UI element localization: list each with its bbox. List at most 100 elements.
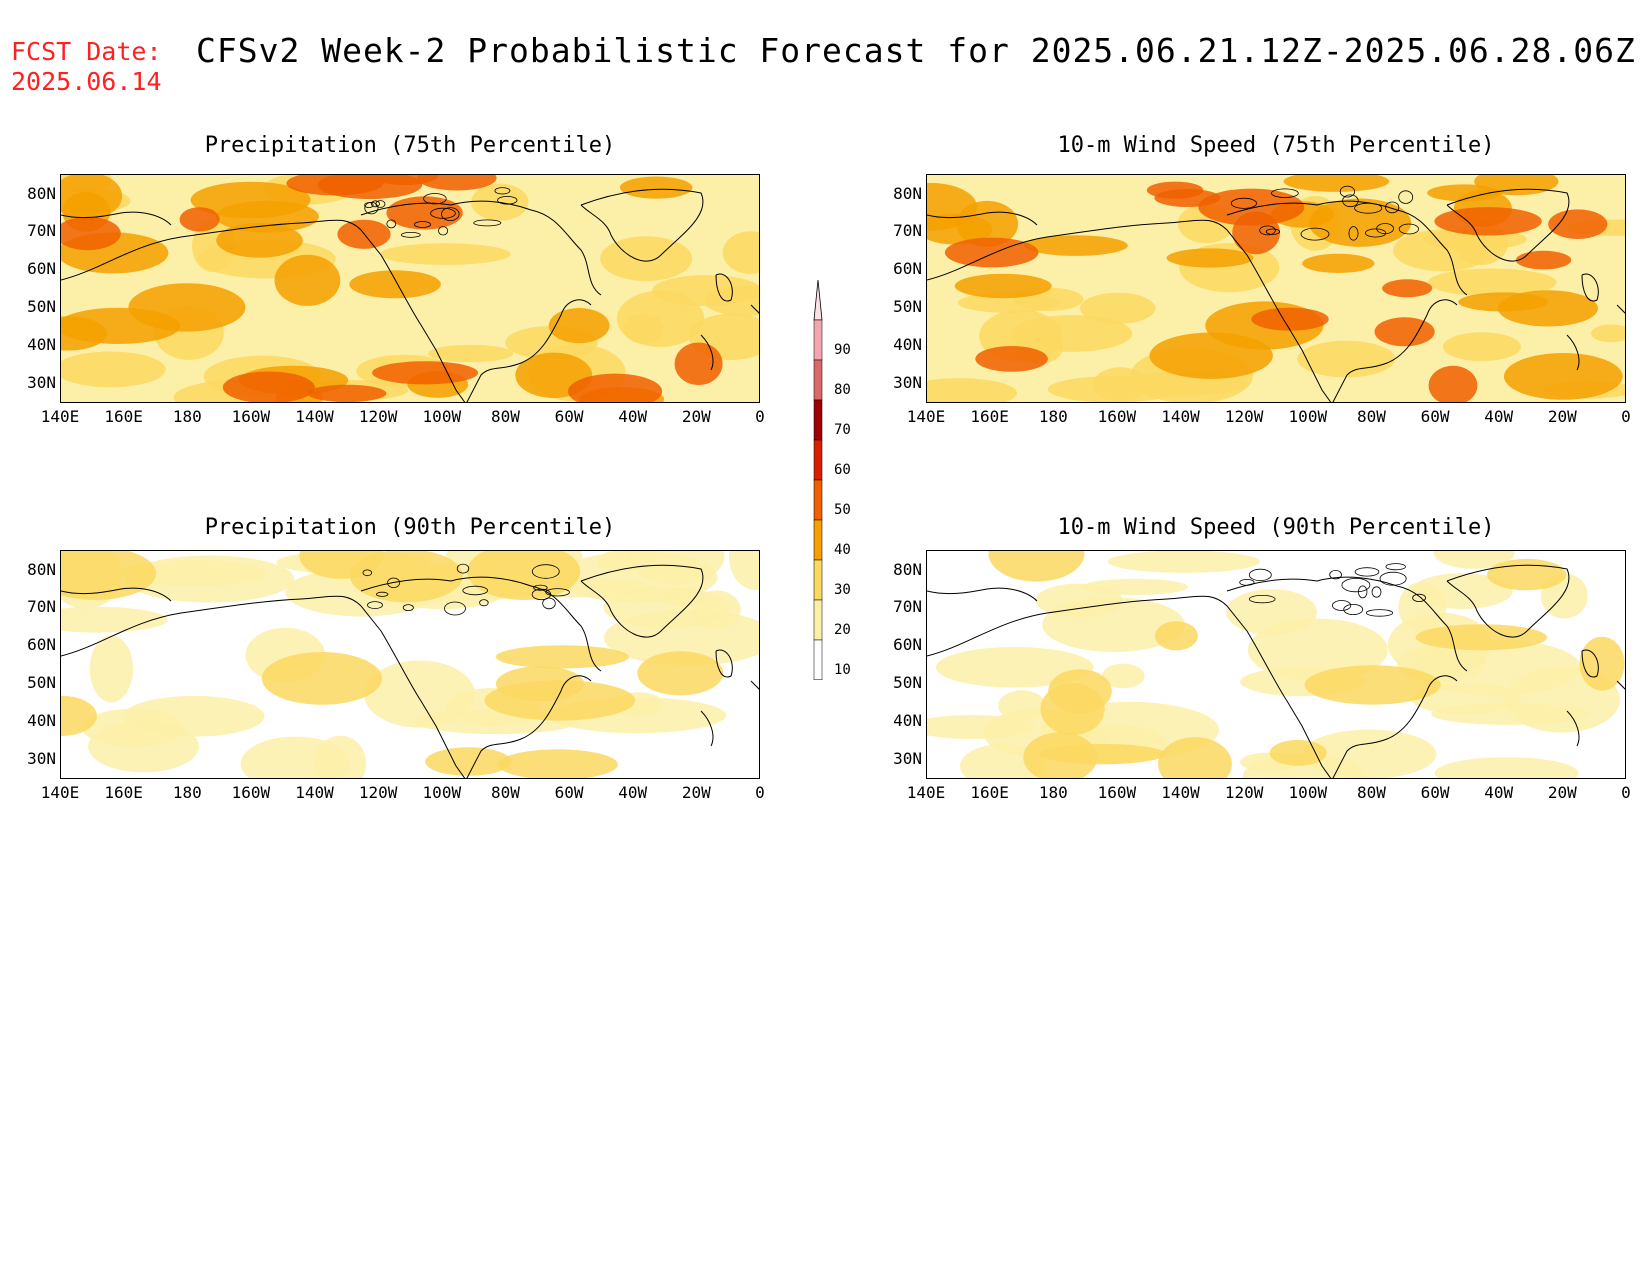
lat-tick-label: 40N	[27, 335, 56, 354]
lon-tick-label: 80W	[491, 783, 520, 802]
island-outline	[1398, 190, 1414, 204]
probability-area	[349, 270, 441, 299]
colorbar-level-label: 40	[834, 542, 851, 558]
island-outline	[456, 563, 470, 574]
page-title: CFSv2 Week-2 Probabilistic Forecast for …	[196, 31, 1636, 70]
probability-area	[274, 254, 341, 306]
lon-tick-label: 160E	[104, 783, 143, 802]
coastline	[1566, 334, 1580, 371]
probability-area	[674, 342, 723, 386]
probability-area	[548, 308, 610, 344]
probability-area	[600, 236, 693, 282]
island-outline	[1398, 223, 1419, 235]
probability-area	[565, 213, 742, 235]
colorbar-swatch	[813, 639, 823, 680]
lon-tick-label: 0	[1621, 783, 1631, 802]
island-outline	[364, 201, 379, 215]
lon-tick-label: 140E	[906, 407, 946, 426]
lon-tick-label: 180	[172, 407, 202, 426]
island-outline	[423, 193, 447, 205]
coastline	[1581, 273, 1599, 302]
colorbar-swatch	[813, 319, 823, 361]
island-outline	[1239, 578, 1255, 586]
island-outline	[1329, 570, 1342, 580]
lon-tick-label: 60W	[554, 783, 584, 802]
lat-tick-label: 50N	[893, 673, 922, 692]
colorbar-swatch	[813, 439, 823, 481]
island-outline	[1342, 194, 1359, 208]
lon-tick-label: 0	[1621, 407, 1631, 426]
probability-area	[1415, 624, 1548, 651]
island-outline	[1371, 586, 1382, 598]
lat-tick-label: 70N	[893, 221, 922, 240]
colorbar-level-label: 10	[834, 662, 851, 678]
colorbar-level-label: 30	[834, 582, 851, 598]
probability-area	[1297, 340, 1395, 378]
map-precip-75-field	[61, 175, 759, 402]
island-outline	[1331, 600, 1352, 611]
forecast-date-label: FCST Date: 2025.06.14	[11, 37, 162, 96]
lon-tick-label: 140W	[295, 407, 334, 426]
probability-area	[61, 175, 123, 220]
island-outline	[1248, 594, 1276, 604]
island-outline	[1354, 567, 1380, 577]
island-outline	[376, 591, 389, 597]
island-outline	[400, 232, 421, 238]
lon-tick-label: 120W	[1224, 407, 1264, 426]
probability-area	[1107, 551, 1260, 573]
coastline	[700, 334, 714, 371]
lon-tick-label: 0	[755, 783, 765, 802]
probability-area	[1154, 189, 1221, 207]
map-wind-75-field	[927, 175, 1625, 402]
probability-area	[927, 378, 1017, 402]
lat-tick-label: 40N	[27, 711, 56, 730]
probability-area	[1232, 211, 1280, 255]
colorbar-top-arrow	[813, 280, 823, 321]
lon-tick-label: 160E	[104, 407, 143, 426]
coastline	[927, 587, 1038, 602]
coastline	[1581, 649, 1599, 678]
colorbar-swatch	[813, 479, 823, 521]
probability-area	[1154, 621, 1198, 651]
probability-area	[957, 292, 1060, 313]
map-precip-90-field	[61, 551, 759, 778]
coastline	[61, 587, 172, 602]
probability-area	[1048, 669, 1112, 714]
probability-area	[1515, 250, 1572, 270]
island-outline	[1385, 563, 1406, 571]
island-outline	[444, 601, 466, 616]
probability-area	[120, 560, 267, 587]
lat-tick-label: 60N	[893, 259, 922, 278]
coastline	[466, 299, 592, 402]
lon-tick-label: 40W	[618, 407, 648, 426]
probability-area	[1024, 235, 1128, 256]
probability-area	[1434, 757, 1579, 778]
lon-tick-label: 160W	[231, 407, 271, 426]
probability-area	[484, 680, 636, 721]
coastline	[360, 200, 602, 296]
island-outline	[1385, 201, 1400, 214]
probability-area	[954, 273, 1052, 299]
coastline	[927, 219, 1332, 402]
probability-area	[1101, 663, 1145, 689]
probability-area	[89, 635, 133, 703]
island-outline	[479, 599, 489, 607]
coastline	[360, 576, 602, 672]
coastline	[700, 710, 714, 747]
probability-area	[425, 747, 512, 776]
coastline	[1616, 680, 1625, 690]
lat-tick-label: 30N	[27, 373, 56, 392]
probability-area	[1304, 665, 1441, 705]
map-wind-90-field	[927, 551, 1625, 778]
probability-area	[1458, 292, 1548, 312]
probability-area	[61, 351, 166, 388]
lat-tick-label: 80N	[893, 184, 922, 203]
colorbar-swatch	[813, 359, 823, 401]
probability-area	[623, 313, 664, 344]
probability-area	[1302, 253, 1375, 273]
probability-area	[597, 551, 642, 573]
colorbar-level-label: 90	[834, 342, 851, 358]
probability-area	[1269, 739, 1327, 766]
lat-tick-label: 40N	[893, 711, 922, 730]
map-precip-75	[60, 174, 760, 403]
